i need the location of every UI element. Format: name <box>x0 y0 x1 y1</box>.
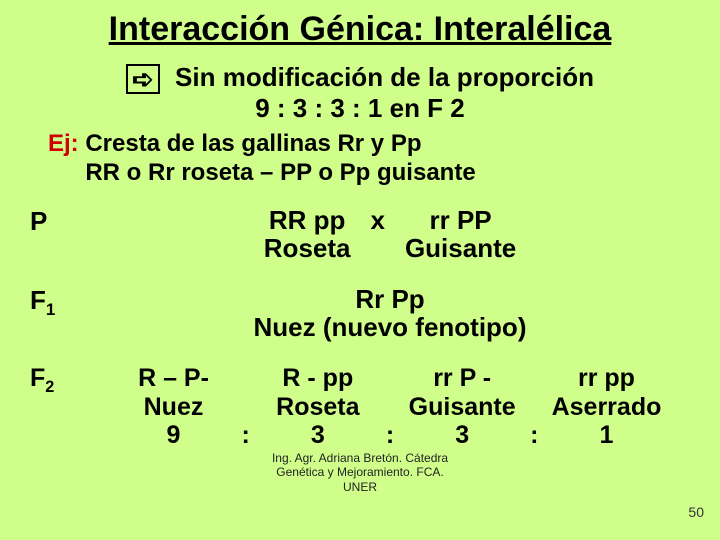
f2-cell-3: rr pp Aserrado 1 <box>546 364 666 450</box>
f2-cell-2: rr P - Guisante 3 <box>402 364 522 450</box>
page-number: 50 <box>688 504 704 520</box>
f2-cell-1: R - pp Roseta 3 <box>258 364 378 450</box>
f2-cell-0: R – P- Nuez 9 <box>114 364 234 450</box>
credit-text: Ing. Agr. Adriana Bretón. Cátedra Genéti… <box>0 451 720 494</box>
generation-f2-row: F2 R – P- Nuez 9 : R - pp Roseta 3 : rr … <box>30 364 690 450</box>
slide-title: Interacción Génica: Interalélica <box>30 10 690 49</box>
subheading: ➪ Sin modificación de la proporción 9 : … <box>30 63 690 124</box>
cross-symbol: x <box>360 206 394 263</box>
slide: Interacción Génica: Interalélica ➪ Sin m… <box>0 0 720 540</box>
f1-phen: Nuez (nuevo fenotipo) <box>254 312 527 342</box>
p-left-geno: RR pp <box>269 205 346 235</box>
generation-p-label: P <box>30 206 90 237</box>
arrow-icon: ➪ <box>126 64 160 94</box>
generation-p-row: P RR pp Roseta x rr PP Guisante <box>30 206 690 263</box>
p-left-phen: Roseta <box>264 233 351 263</box>
generation-f2-label: F2 <box>30 364 90 397</box>
example-block: Ej: Cresta de las gallinas Rr y Pp Ej: R… <box>30 130 690 188</box>
p-right-geno: rr PP <box>430 205 492 235</box>
example-line2: RR o Rr roseta – PP o Pp guisante <box>85 159 475 186</box>
p-cross: RR pp Roseta x rr PP Guisante <box>90 206 690 263</box>
f1-geno: Rr Pp <box>355 284 424 314</box>
example-line1: Cresta de las gallinas Rr y Pp <box>85 130 421 157</box>
subheading-line2: 9 : 3 : 3 : 1 en F 2 <box>255 93 465 123</box>
example-label: Ej: <box>48 130 79 157</box>
p-right-phen: Guisante <box>405 233 516 263</box>
cross-block: P RR pp Roseta x rr PP Guisante F1 <box>30 206 690 451</box>
f2-cells: R – P- Nuez 9 : R - pp Roseta 3 : rr P -… <box>90 364 690 450</box>
subheading-line1: Sin modificación de la proporción <box>175 62 594 92</box>
generation-f1-label: F1 <box>30 285 90 320</box>
generation-f1-row: F1 Rr Pp Nuez (nuevo fenotipo) <box>30 285 690 342</box>
